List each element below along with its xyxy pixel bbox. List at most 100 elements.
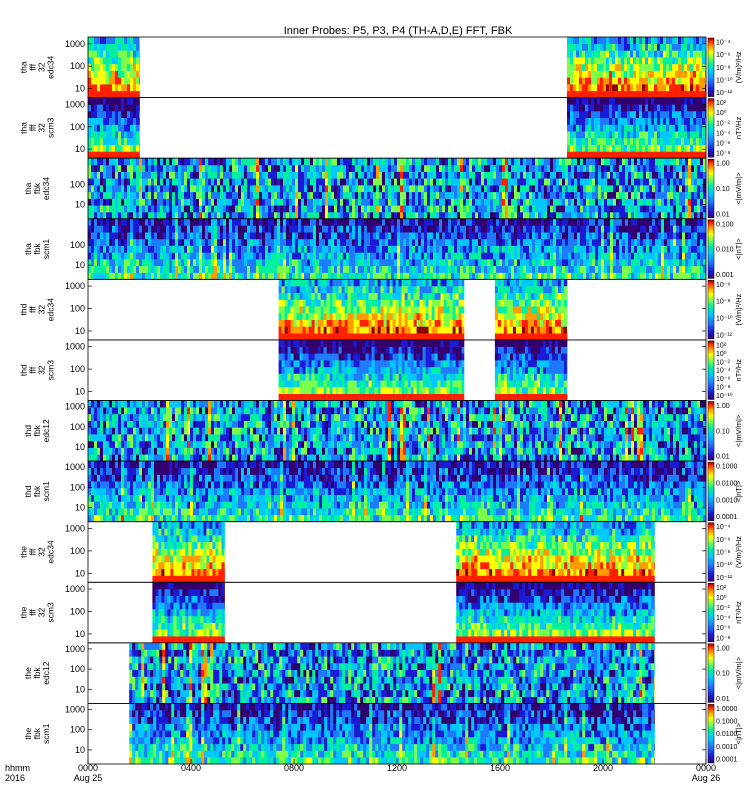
heatmap-cell xyxy=(94,178,98,186)
heatmap-cell xyxy=(346,164,350,172)
heatmap-cell xyxy=(612,77,616,85)
heatmap-cell xyxy=(208,272,212,280)
heatmap-cell xyxy=(124,218,128,226)
heatmap-cell xyxy=(271,232,275,240)
y-tick-label: 1000 xyxy=(65,99,85,109)
heatmap-cell xyxy=(424,191,428,199)
heatmap-cell xyxy=(676,232,680,240)
heatmap-cell xyxy=(478,171,482,179)
heatmap-cell xyxy=(631,171,635,179)
heatmap-cell xyxy=(238,198,242,206)
heatmap-cell xyxy=(570,131,574,139)
heatmap-cell xyxy=(166,232,170,240)
heatmap-cell xyxy=(582,43,586,51)
heatmap-cell xyxy=(550,164,554,172)
heatmap-cell xyxy=(622,265,626,273)
heatmap-cell xyxy=(612,84,616,92)
heatmap-cell xyxy=(142,198,146,206)
heatmap-cell xyxy=(112,238,116,246)
heatmap-cell xyxy=(517,158,521,166)
heatmap-cell xyxy=(595,238,599,246)
heatmap-cell xyxy=(645,70,649,78)
heatmap-cell xyxy=(703,218,707,226)
heatmap-cell xyxy=(601,225,605,233)
heatmap-cell xyxy=(169,191,173,199)
heatmap-cell xyxy=(430,158,434,166)
heatmap-cell xyxy=(187,245,191,253)
heatmap-cell xyxy=(603,104,607,112)
heatmap-cell xyxy=(328,158,332,166)
heatmap-cell xyxy=(553,171,557,179)
heatmap-cell xyxy=(574,164,578,172)
heatmap-cell xyxy=(364,252,368,260)
heatmap-cell xyxy=(307,252,311,260)
heatmap-cell xyxy=(262,232,266,240)
heatmap-cell xyxy=(600,151,604,159)
heatmap-cell xyxy=(391,205,395,213)
colorbar-unit: <|mV/m|> xyxy=(734,172,743,205)
heatmap-cell xyxy=(697,205,701,213)
heatmap-cell xyxy=(103,198,107,206)
heatmap-cell xyxy=(633,50,637,58)
heatmap-cell xyxy=(624,50,628,58)
heatmap-cell xyxy=(639,70,643,78)
heatmap-cell xyxy=(565,185,569,193)
heatmap-cell xyxy=(640,265,644,273)
panel-label-line: 32 xyxy=(37,62,47,72)
heatmap-cell xyxy=(532,259,536,267)
panel-label-line: fff xyxy=(28,124,38,131)
heatmap-cell xyxy=(304,218,308,226)
heatmap-cell xyxy=(259,232,263,240)
heatmap-cell xyxy=(322,185,326,193)
heatmap-cell xyxy=(229,238,233,246)
heatmap-cell xyxy=(169,272,173,280)
heatmap-cell xyxy=(316,205,320,213)
heatmap-cell xyxy=(397,158,401,166)
heatmap-cell xyxy=(433,272,437,280)
heatmap-cell xyxy=(370,212,374,219)
heatmap-cell xyxy=(469,158,473,166)
heatmap-cell xyxy=(259,205,263,213)
heatmap-cell xyxy=(633,144,637,152)
heatmap-cell xyxy=(663,111,667,118)
heatmap-cell xyxy=(281,306,285,314)
heatmap-cell xyxy=(475,212,479,219)
heatmap-cell xyxy=(328,198,332,206)
heatmap-cell xyxy=(646,164,650,172)
heatmap-cell xyxy=(286,259,290,267)
heatmap-cell xyxy=(253,259,257,267)
heatmap-cell xyxy=(547,191,551,199)
heatmap-cell xyxy=(574,225,578,233)
heatmap-cell xyxy=(616,232,620,240)
heatmap-cell xyxy=(630,151,634,159)
heatmap-cell xyxy=(127,124,131,132)
heatmap-cell xyxy=(205,178,209,186)
heatmap-cell xyxy=(567,138,571,145)
heatmap-cell xyxy=(301,225,305,233)
heatmap-cell xyxy=(610,164,614,172)
heatmap-cell xyxy=(514,171,518,179)
heatmap-cell xyxy=(439,198,443,206)
heatmap-cell xyxy=(604,218,608,226)
heatmap-cell xyxy=(625,238,629,246)
heatmap-cell xyxy=(313,232,317,240)
heatmap-cell xyxy=(562,225,566,233)
heatmap-cell xyxy=(238,252,242,260)
heatmap-cell xyxy=(136,90,140,98)
heatmap-cell xyxy=(448,225,452,233)
heatmap-cell xyxy=(637,218,641,226)
heatmap-cell xyxy=(331,158,335,166)
heatmap-cell xyxy=(91,84,95,92)
heatmap-cell xyxy=(427,245,431,253)
heatmap-cell xyxy=(139,225,143,233)
heatmap-cell xyxy=(187,171,191,179)
heatmap-cell xyxy=(199,232,203,240)
heatmap-cell xyxy=(451,191,455,199)
heatmap-cell xyxy=(247,238,251,246)
heatmap-cell xyxy=(109,104,113,112)
heatmap-cell xyxy=(442,252,446,260)
heatmap-cell xyxy=(418,171,422,179)
heatmap-cell xyxy=(112,104,116,112)
heatmap-cell xyxy=(625,272,629,280)
heatmap-cell xyxy=(606,70,610,78)
